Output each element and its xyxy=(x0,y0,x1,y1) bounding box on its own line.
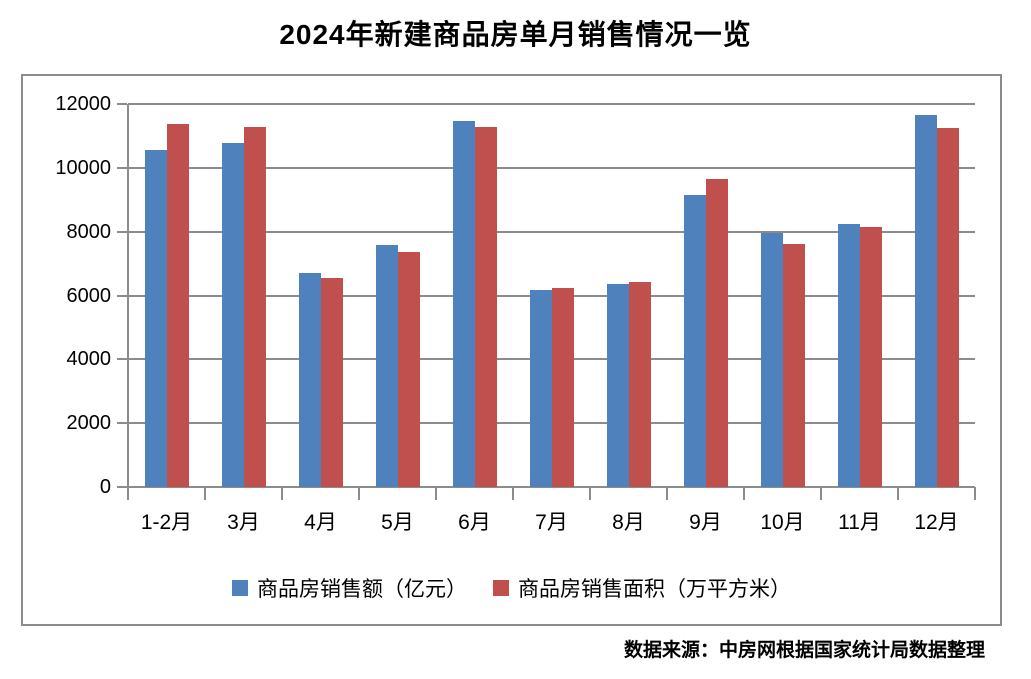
y-axis-label: 8000 xyxy=(66,220,112,243)
bar-group-9月 xyxy=(667,104,744,487)
y-axis-label: 10000 xyxy=(55,156,111,179)
bar-group-1-2月 xyxy=(128,104,205,487)
x-axis-label: 8月 xyxy=(612,511,645,534)
y-axis-label: 0 xyxy=(99,476,111,498)
y-axis-tick xyxy=(117,103,127,105)
bar-商品房销售额（亿元）-12月 xyxy=(914,115,937,487)
gridline xyxy=(128,103,975,105)
y-axis-tick xyxy=(117,358,127,361)
bar-group-7月 xyxy=(513,104,590,487)
x-axis-label: 10月 xyxy=(760,511,805,534)
x-axis-tick xyxy=(897,487,899,500)
x-axis-tick xyxy=(666,487,668,500)
chart-frame: 0 2000 4000 6000 8000 10000 12000 1-2月 3月 4月 5月 6月… xyxy=(21,74,1002,626)
bar-商品房销售额（亿元）-7月 xyxy=(529,290,552,487)
x-axis-label: 3月 xyxy=(227,511,260,534)
x-axis-tick xyxy=(743,487,745,500)
legend: 商品房销售额（亿元） 商品房销售面积（万平方米） xyxy=(23,573,1000,603)
bar-商品房销售额（亿元）-6月 xyxy=(452,121,475,487)
x-axis-label: 11月 xyxy=(838,511,881,534)
bar-group-8月 xyxy=(590,104,667,487)
bar-group-11月 xyxy=(821,104,898,487)
bar-商品房销售额（亿元）-5月 xyxy=(375,245,398,487)
bar-商品房销售面积（万平方米）-10月 xyxy=(782,244,805,487)
x-axis-label: 9月 xyxy=(689,511,722,534)
legend-item: 商品房销售面积（万平方米） xyxy=(493,573,791,603)
legend-item: 商品房销售额（亿元） xyxy=(232,573,467,603)
bar-商品房销售面积（万平方米）-5月 xyxy=(397,252,420,487)
gridline xyxy=(128,230,975,233)
bar-group-6月 xyxy=(436,104,513,487)
legend-swatch-icon xyxy=(493,580,509,596)
x-axis-line xyxy=(128,486,975,488)
y-axis-label: 6000 xyxy=(66,284,112,307)
bar-商品房销售额（亿元）-11月 xyxy=(837,224,860,487)
y-axis-tick xyxy=(117,230,127,233)
bar-group-3月 xyxy=(205,104,282,487)
legend-swatch-icon xyxy=(232,580,248,596)
x-axis-tick xyxy=(974,487,976,500)
x-axis-labels: 1-2月 3月 4月 5月 6月 7月 8月 9月 10月 11月 12月 xyxy=(128,506,975,536)
x-axis-tick xyxy=(512,487,514,500)
y-axis-tick xyxy=(117,422,127,425)
y-axis-label: 12000 xyxy=(55,93,111,115)
gridline xyxy=(128,166,975,169)
bar-group-5月 xyxy=(359,104,436,487)
bar-group-4月 xyxy=(282,104,359,487)
bar-商品房销售面积（万平方米）-3月 xyxy=(243,127,266,487)
legend-label: 商品房销售额（亿元） xyxy=(257,577,467,601)
x-axis-tick xyxy=(204,487,206,500)
x-axis-label: 1-2月 xyxy=(140,511,193,534)
bar-商品房销售面积（万平方米）-8月 xyxy=(628,282,651,487)
y-axis-labels: 0 2000 4000 6000 8000 10000 12000 xyxy=(23,93,112,498)
x-axis-tick xyxy=(820,487,822,500)
x-axis-label: 7月 xyxy=(535,511,568,534)
x-axis-tick xyxy=(435,487,437,500)
bar-商品房销售面积（万平方米）-7月 xyxy=(551,288,574,487)
bar-商品房销售面积（万平方米）-11月 xyxy=(859,227,882,487)
bar-商品房销售面积（万平方米）-1-2月 xyxy=(166,124,189,487)
y-axis-tick xyxy=(117,294,127,297)
y-axis-label: 2000 xyxy=(66,412,112,435)
x-axis-label: 6月 xyxy=(458,511,491,534)
bar-商品房销售额（亿元）-8月 xyxy=(606,284,629,487)
y-axis-label: 4000 xyxy=(66,348,112,371)
x-axis-tick xyxy=(358,487,360,500)
x-axis-label: 12月 xyxy=(914,511,959,534)
bar-series-area xyxy=(128,104,975,487)
legend-label: 商品房销售面积（万平方米） xyxy=(518,577,791,601)
y-axis-tick xyxy=(117,166,127,169)
bar-商品房销售面积（万平方米）-6月 xyxy=(474,127,497,487)
bar-group-12月 xyxy=(898,104,975,487)
bar-group-10月 xyxy=(744,104,821,487)
x-axis-tick xyxy=(281,487,283,500)
bar-商品房销售面积（万平方米）-4月 xyxy=(320,278,343,487)
x-axis-label: 4月 xyxy=(304,511,337,534)
x-axis-tick xyxy=(589,487,591,500)
x-axis-tick xyxy=(127,487,129,500)
chart-title: 2024年新建商品房单月销售情况一览 xyxy=(279,19,752,50)
bar-商品房销售额（亿元）-10月 xyxy=(760,233,783,487)
bar-商品房销售额（亿元）-1-2月 xyxy=(144,150,167,487)
x-axis-label: 5月 xyxy=(381,511,414,534)
source-note: 数据来源：中房网根据国家统计局数据整理 xyxy=(623,640,985,661)
y-axis-tick xyxy=(117,486,127,488)
bar-商品房销售面积（万平方米）-9月 xyxy=(705,179,728,487)
bar-商品房销售额（亿元）-4月 xyxy=(298,273,321,487)
bar-商品房销售额（亿元）-3月 xyxy=(221,143,244,487)
bar-商品房销售额（亿元）-9月 xyxy=(683,195,706,487)
bar-商品房销售面积（万平方米）-12月 xyxy=(936,128,959,487)
